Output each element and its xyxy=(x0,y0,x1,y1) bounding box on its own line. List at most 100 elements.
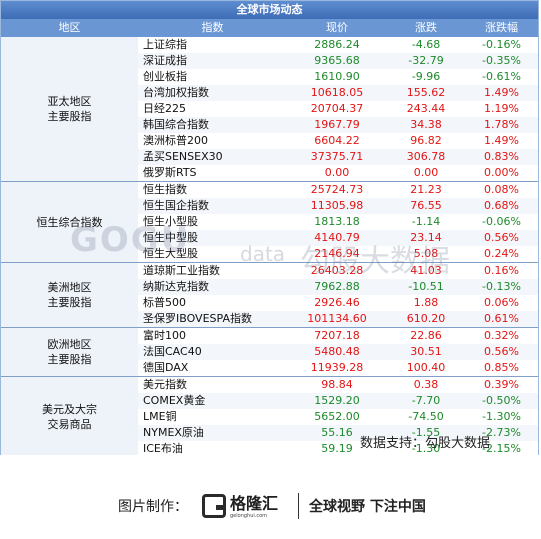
index-change-pct: 1.49% xyxy=(484,86,519,99)
index-change-pct: -0.61% xyxy=(482,70,521,83)
table-row: 创业板指 1610.90 -9.96 -0.61% xyxy=(138,69,538,85)
index-price: 1967.79 xyxy=(314,118,360,131)
index-price: 1813.18 xyxy=(314,215,360,228)
index-price: 11305.98 xyxy=(310,199,364,212)
index-change-pct: 0.56% xyxy=(484,345,519,358)
index-price: 2926.46 xyxy=(314,296,360,309)
region-rows: 道琼斯工业指数 26403.28 41.03 0.16% 纳斯达克指数 7962.88 -1… xyxy=(138,263,538,327)
table-row: ICE布油 59.19 -1.30 -2.15% xyxy=(138,441,538,457)
index-price: 11939.28 xyxy=(310,361,364,374)
index-price: 37375.71 xyxy=(310,150,364,163)
footer-divider xyxy=(298,493,300,519)
index-name: ICE布油 xyxy=(143,442,183,455)
index-change: 100.40 xyxy=(406,361,446,374)
region-label: 恒生综合指数 xyxy=(1,182,138,262)
index-change-pct: 0.32% xyxy=(484,329,519,342)
index-name: NYMEX原油 xyxy=(143,426,204,439)
index-change-pct: -0.13% xyxy=(482,280,521,293)
index-name: 孟买SENSEX30 xyxy=(143,150,223,163)
table-row: NYMEX原油 55.16 -1.55 -2.73% xyxy=(138,425,538,441)
index-price: 1610.90 xyxy=(314,70,360,83)
index-change-pct: 0.00% xyxy=(484,166,519,179)
table-row: 纳斯达克指数 7962.88 -10.51 -0.13% xyxy=(138,279,538,295)
market-table-frame: 全球市场动态 地区 指数 现价 涨跌 涨跌幅 亚太地区 主要股指 上证综指 2886… xyxy=(0,0,539,458)
index-price: 0.00 xyxy=(324,166,350,179)
index-change: 1.88 xyxy=(413,296,439,309)
index-price: 101134.60 xyxy=(307,312,367,325)
index-name: 创业板指 xyxy=(143,70,187,83)
region-group: 亚太地区 主要股指 上证综指 2886.24 -4.68 -0.16% 深证成指 9365.… xyxy=(1,37,538,182)
index-change-pct: -0.06% xyxy=(482,215,521,228)
index-change: 306.78 xyxy=(406,150,446,163)
index-price: 55.16 xyxy=(321,426,353,439)
index-change-pct: 1.19% xyxy=(484,102,519,115)
index-change-pct: 0.16% xyxy=(484,264,519,277)
index-change: -9.96 xyxy=(411,70,441,83)
index-price: 5480.48 xyxy=(314,345,360,358)
index-change: 155.62 xyxy=(406,86,446,99)
index-price: 2146.94 xyxy=(314,247,360,260)
table-row: 台湾加权指数 10618.05 155.62 1.49% xyxy=(138,85,538,101)
region-rows: 上证综指 2886.24 -4.68 -0.16% 深证成指 9365.68 -32.79 -… xyxy=(138,37,538,181)
index-change: -1.55 xyxy=(411,426,441,439)
index-price: 2886.24 xyxy=(314,38,360,51)
index-name: 恒生国企指数 xyxy=(143,199,209,212)
table-row: 标普500 2926.46 1.88 0.06% xyxy=(138,295,538,311)
watermark-data: data xyxy=(240,242,286,266)
table-row: 德国DAX 11939.28 100.40 0.85% xyxy=(138,360,538,376)
table-row: 恒生中型股 4140.79 23.14 0.56% xyxy=(138,230,538,246)
index-name: 澳洲标普200 xyxy=(143,134,208,147)
index-change-pct: 1.49% xyxy=(484,134,519,147)
table-title: 全球市场动态 xyxy=(1,1,538,19)
index-change-pct: 0.56% xyxy=(484,231,519,244)
index-name: 富时100 xyxy=(143,329,186,342)
region-rows: 美元指数 98.84 0.38 0.39% COMEX黄金 1529.20 -7.70 -0.… xyxy=(138,377,538,457)
region-group: 美洲地区 主要股指 道琼斯工业指数 26403.28 41.03 0.16% 纳斯达克指数… xyxy=(1,263,538,328)
table-row: 圣保罗IBOVESPA指数 101134.60 610.20 0.61% xyxy=(138,311,538,327)
index-name: 台湾加权指数 xyxy=(143,86,209,99)
region-label: 亚太地区 主要股指 xyxy=(1,37,138,181)
index-price: 98.84 xyxy=(321,378,353,391)
index-change: 41.03 xyxy=(410,264,442,277)
table-row: LME铜 5652.00 -74.50 -1.30% xyxy=(138,409,538,425)
index-name: 道琼斯工业指数 xyxy=(143,264,220,277)
index-change: 243.44 xyxy=(406,102,446,115)
region-group: 恒生综合指数 恒生指数 25724.73 21.23 0.08% 恒生国企指数 11305.… xyxy=(1,182,538,263)
index-change: -32.79 xyxy=(408,54,444,67)
index-price: 10618.05 xyxy=(310,86,364,99)
table-row: 深证成指 9365.68 -32.79 -0.35% xyxy=(138,53,538,69)
table-row: 孟买SENSEX30 37375.71 306.78 0.83% xyxy=(138,149,538,165)
footer-content: 图片制作： 格隆汇 gelonghui.com 全球视野 下注中国 xyxy=(118,493,426,519)
index-name: 恒生中型股 xyxy=(143,231,198,244)
table-row: 恒生小型股 1813.18 -1.14 -0.06% xyxy=(138,214,538,230)
index-name: 恒生大型股 xyxy=(143,247,198,260)
index-price: 7962.88 xyxy=(314,280,360,293)
index-name: 深证成指 xyxy=(143,54,187,67)
logo-sub: gelonghui.com xyxy=(230,512,268,519)
index-price: 9365.68 xyxy=(314,54,360,67)
col-header-price: 现价 xyxy=(326,21,348,34)
index-name: 恒生指数 xyxy=(143,183,187,196)
table-row: 富时100 7207.18 22.86 0.32% xyxy=(138,328,538,344)
region-rows: 恒生指数 25724.73 21.23 0.08% 恒生国企指数 11305.98 76.5… xyxy=(138,182,538,262)
index-price: 4140.79 xyxy=(314,231,360,244)
index-change-pct: 0.06% xyxy=(484,296,519,309)
logo-text: 格隆汇 xyxy=(230,493,279,513)
col-header-change-pct: 涨跌幅 xyxy=(485,21,518,34)
index-change: 22.86 xyxy=(410,329,442,342)
table-row: 道琼斯工业指数 26403.28 41.03 0.16% xyxy=(138,263,538,279)
index-change-pct: -0.35% xyxy=(482,54,521,67)
index-change: -4.68 xyxy=(411,38,441,51)
index-name: 美元指数 xyxy=(143,378,187,391)
index-change-pct: 0.85% xyxy=(484,361,519,374)
index-change: 30.51 xyxy=(410,345,442,358)
index-change-pct: 0.68% xyxy=(484,199,519,212)
gelonghui-g-icon xyxy=(202,494,226,518)
gelonghui-logo: 格隆汇 gelonghui.com xyxy=(202,494,278,519)
index-change: 76.55 xyxy=(410,199,442,212)
index-change: -7.70 xyxy=(411,394,441,407)
table-row: 澳洲标普200 6604.22 96.82 1.49% xyxy=(138,133,538,149)
region-rows: 富时100 7207.18 22.86 0.32% 法国CAC40 5480.48 30.5… xyxy=(138,328,538,376)
made-by-label: 图片制作： xyxy=(118,499,188,515)
index-change-pct: -0.50% xyxy=(482,394,521,407)
